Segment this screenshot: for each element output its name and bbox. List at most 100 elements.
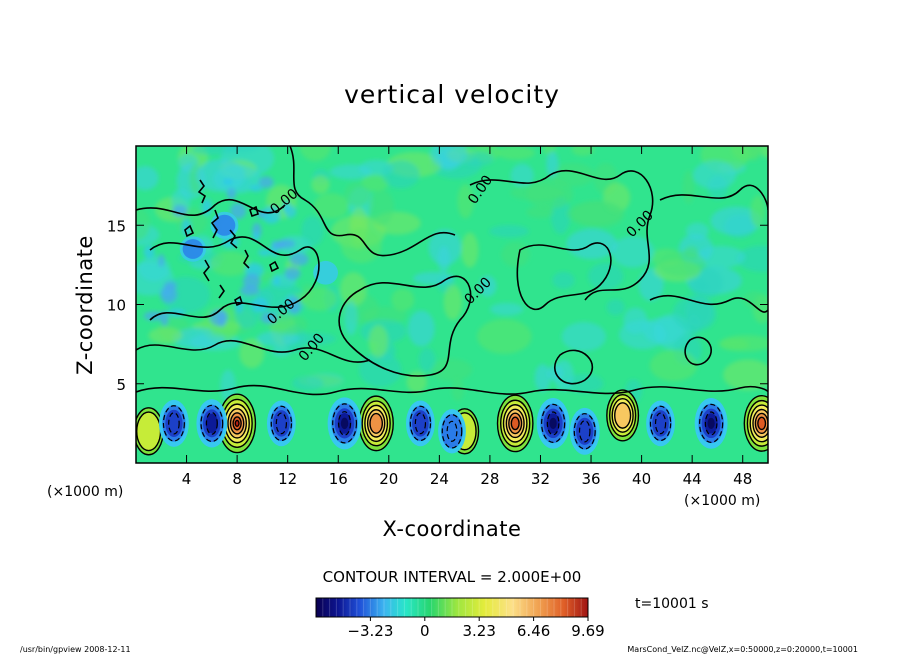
downdraft-contour — [704, 411, 718, 436]
texture-patch — [566, 201, 623, 226]
plot-area: 0.00 0.00 0.00 0.00 0.00 0.00 — [136, 146, 768, 463]
texture-patch — [406, 371, 427, 393]
texture-patch — [391, 288, 415, 311]
texture-patch — [451, 378, 465, 402]
texture-patch — [329, 164, 372, 180]
contour-lines — [136, 146, 768, 396]
texture-speckle — [230, 203, 247, 219]
downdraft-contour — [200, 404, 224, 443]
texture-patch — [457, 183, 474, 219]
footer-left: /usr/bin/gpview 2008-12-11 — [20, 645, 131, 654]
texture-patch — [340, 228, 382, 263]
texture-patch — [501, 242, 530, 268]
texture-patch — [710, 206, 762, 236]
texture-patch — [430, 358, 473, 382]
texture-patch — [496, 146, 536, 160]
texture-patch — [292, 375, 324, 391]
downdraft-contour — [441, 414, 463, 449]
texture-patch — [672, 296, 717, 332]
texture-patch — [267, 313, 308, 335]
colorbar-tick-label: −3.23 — [347, 622, 393, 640]
texture-patch — [649, 349, 698, 382]
downdraft-contour — [446, 420, 458, 442]
texture-patch — [489, 224, 529, 238]
texture-patch — [210, 326, 238, 337]
x-tick-label: 36 — [581, 470, 600, 488]
downdraft-contour — [573, 413, 596, 450]
texture-patch — [477, 318, 532, 354]
downdraft-contour — [541, 403, 566, 443]
texture-patch — [695, 245, 746, 269]
texture-patch — [606, 299, 625, 316]
updraft-cell — [369, 412, 384, 434]
texture-speckle — [201, 198, 212, 216]
texture-patch — [510, 163, 534, 188]
texture-patch — [510, 184, 565, 201]
texture-speckle — [258, 176, 274, 189]
colorbar-tick-label: 6.46 — [517, 622, 550, 640]
x-unit-left: (×1000 m) — [47, 484, 123, 500]
texture-patch — [546, 151, 559, 178]
texture-patch — [407, 310, 435, 347]
texture-patch — [344, 182, 371, 207]
texture-speckle — [284, 266, 301, 280]
downdraft-contour — [332, 403, 358, 444]
texture-patch — [368, 189, 395, 226]
downdraft-contour — [162, 405, 185, 442]
texture-patch — [428, 229, 462, 266]
texture-patch — [682, 170, 695, 205]
texture-patch — [138, 256, 171, 282]
texture-patch — [736, 245, 768, 272]
texture-patch — [443, 284, 463, 320]
texture-patch — [220, 369, 236, 403]
y-tick-label: 15 — [107, 217, 126, 235]
downdraft-cell — [273, 410, 290, 437]
downdraft-cell — [707, 417, 715, 429]
texture-patch — [344, 300, 358, 336]
texture-speckle — [258, 249, 272, 257]
texture-patch — [313, 192, 349, 219]
texture-patch — [720, 335, 768, 352]
y-axis-label: Z-coordinate — [73, 235, 97, 375]
texture-speckle — [252, 231, 260, 241]
texture-speckle — [160, 285, 178, 304]
downdraft-contour — [168, 412, 180, 435]
x-tick-label: 48 — [733, 470, 752, 488]
field-texture — [136, 146, 768, 403]
texture-patch — [552, 271, 575, 289]
updraft-cell — [234, 419, 240, 427]
downdraft-contour — [275, 412, 288, 435]
downdraft-contour — [699, 403, 724, 443]
colorbar-ticks: −3.23 0 3.23 6.46 9.69 — [347, 617, 605, 640]
x-axis-label: X-coordinate — [383, 517, 522, 541]
texture-patch — [382, 160, 420, 189]
texture-speckle — [143, 311, 163, 321]
contour-interval: CONTOUR INTERVAL = 2.000E+00 — [323, 568, 582, 586]
texture-patch — [571, 146, 595, 157]
texture-patch — [750, 195, 765, 228]
texture-patch — [148, 327, 183, 344]
texture-speckle — [260, 312, 278, 324]
texture-patch — [368, 325, 389, 358]
updraft-cell — [614, 402, 632, 429]
texture-speckle — [289, 252, 309, 266]
texture-patch — [461, 151, 494, 167]
footer-right: MarsCond_VelZ.nc@VelZ,x=0:50000,z=0:2000… — [627, 645, 858, 654]
texture-patch — [619, 319, 667, 350]
downdraft-contour — [409, 405, 432, 442]
texture-patch — [534, 364, 551, 392]
x-axis: 4 8 12 16 20 24 28 32 36 40 44 48 — [182, 146, 752, 488]
texture-patch — [136, 207, 151, 241]
colorbar-frame — [315, 597, 589, 618]
colorbar-stripes — [322, 598, 582, 617]
x-tick-label: 24 — [430, 470, 449, 488]
downdraft-contour — [270, 405, 293, 442]
texture-patch — [564, 373, 604, 394]
texture-patch — [489, 302, 524, 316]
texture-patch — [430, 146, 468, 169]
texture-patch — [526, 206, 554, 219]
time-label: t=10001 s — [635, 596, 709, 612]
x-tick-label: 20 — [379, 470, 398, 488]
texture-patch — [561, 322, 607, 352]
x-tick-label: 40 — [632, 470, 651, 488]
